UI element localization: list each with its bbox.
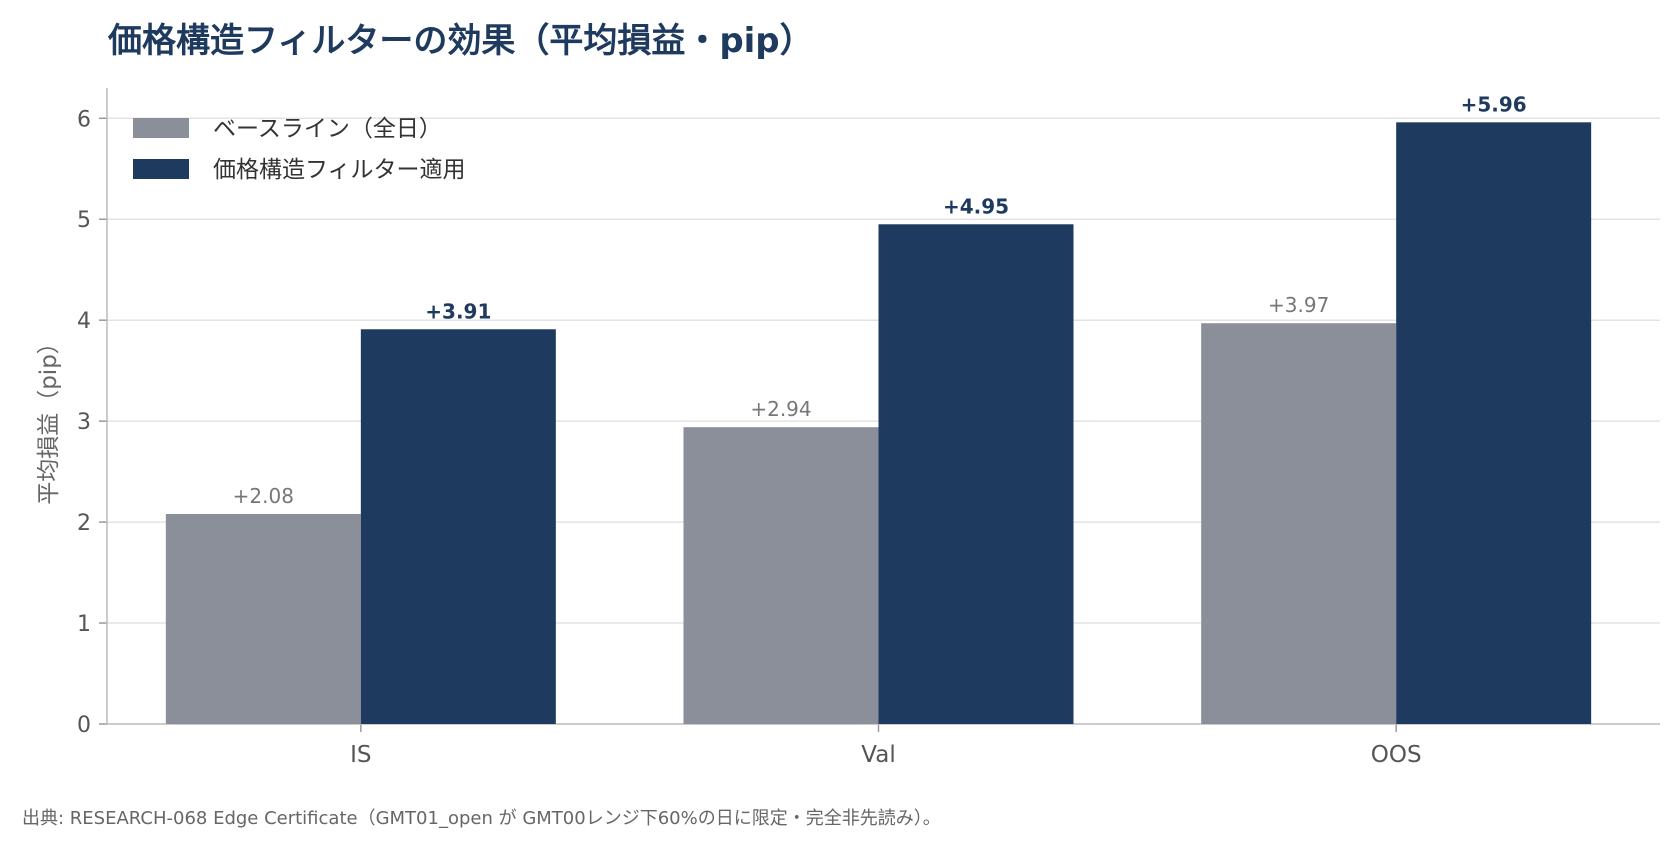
legend-label: ベースライン（全日） (213, 116, 442, 142)
bar-value-label: +5.96 (1461, 92, 1527, 116)
x-tick-label: Val (861, 742, 895, 768)
y-tick-label: 5 (77, 208, 91, 233)
bar (360, 329, 556, 724)
y-tick-label: 6 (77, 107, 91, 132)
bar-value-label: +4.95 (943, 194, 1009, 218)
legend-label: 価格構造フィルター適用 (213, 157, 466, 183)
value-labels: +2.08 +3.91 +2.94 +4.95 +3.97 +5.96 (233, 92, 1527, 508)
bar-value-label: +3.91 (425, 299, 491, 323)
legend-swatch (133, 118, 189, 138)
bar (683, 427, 879, 724)
y-tick-label: 4 (77, 309, 91, 334)
bar (1396, 122, 1592, 725)
y-tick-label: 1 (77, 612, 91, 637)
bar-value-label: +2.08 (233, 484, 294, 508)
bars (165, 122, 1592, 725)
y-tick-label: 0 (77, 713, 91, 738)
y-tick-label: 3 (77, 410, 91, 435)
chart-title: 価格構造フィルターの効果（平均損益・pip） (107, 21, 814, 61)
x-tick-label: IS (350, 742, 371, 768)
bar (165, 514, 361, 724)
source-note: 出典: RESEARCH-068 Edge Certificate（GMT01_… (22, 808, 941, 829)
legend: ベースライン（全日） 価格構造フィルター適用 (133, 116, 466, 183)
y-tick-label: 2 (77, 511, 91, 536)
legend-swatch (133, 159, 189, 179)
bar (1201, 323, 1397, 724)
x-tick-label: OOS (1371, 742, 1422, 768)
bar (878, 224, 1074, 725)
y-axis-label: 平均損益（pip） (36, 331, 62, 505)
bar-value-label: +3.97 (1268, 293, 1329, 317)
bar-value-label: +2.94 (750, 397, 811, 421)
